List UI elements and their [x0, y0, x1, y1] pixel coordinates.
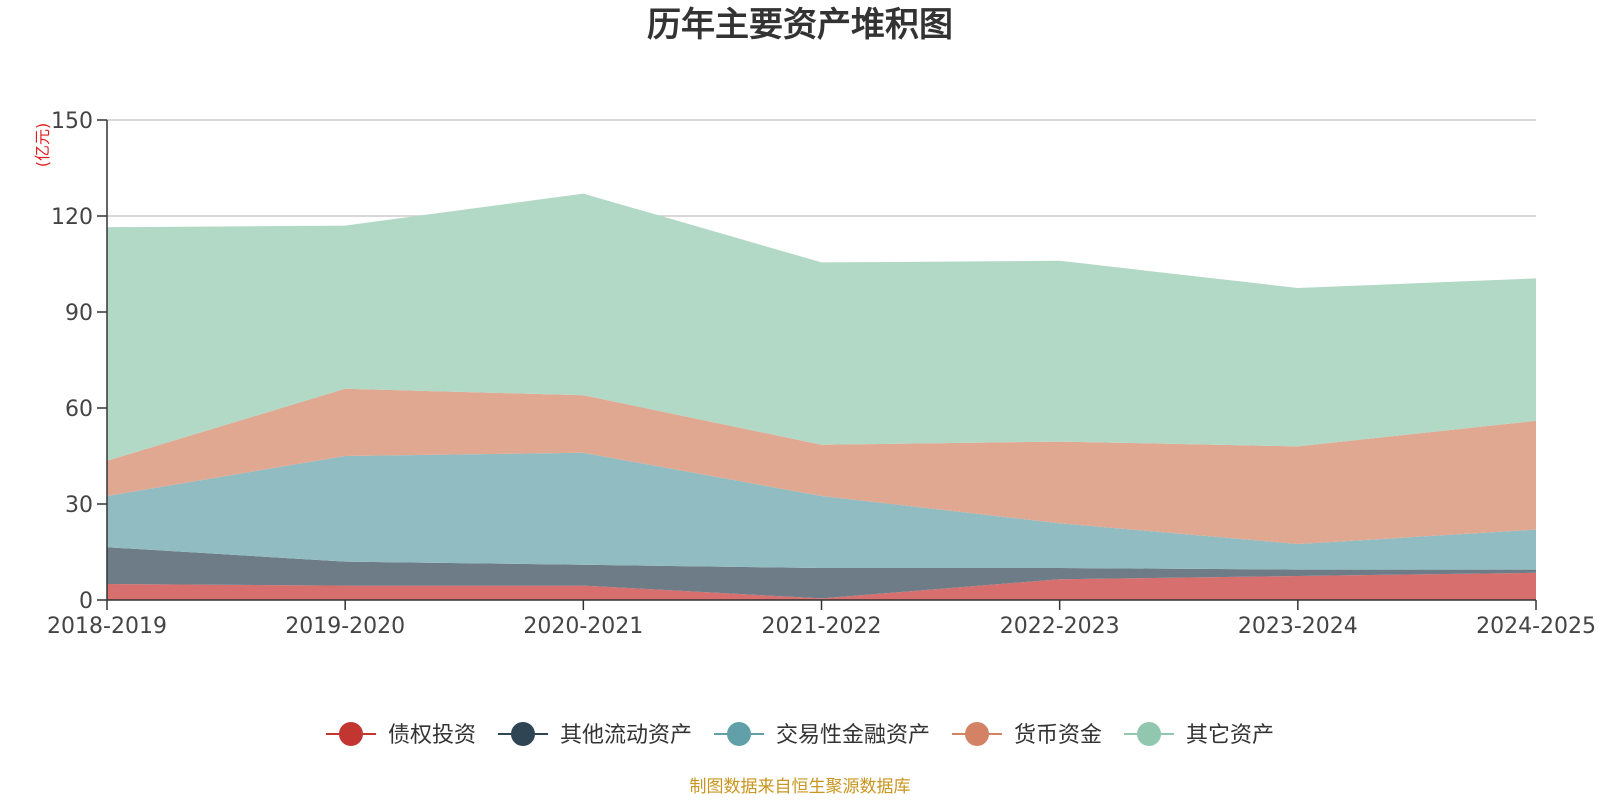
- x-tick-label: 2020-2021: [523, 614, 643, 639]
- legend-item-1[interactable]: 其他流动资产: [497, 722, 692, 748]
- legend-circle-icon: [338, 722, 363, 746]
- legend: 债权投资 其他流动资产 交易性金融资产 货币资金 其它资产: [325, 722, 1274, 748]
- x-tick-label: 2023-2024: [1238, 614, 1358, 639]
- x-tick-label: 2018-2019: [47, 614, 167, 639]
- x-tick-label: 2022-2023: [1000, 614, 1120, 639]
- area-series-3: [107, 388, 1536, 544]
- area-series-1: [107, 547, 1536, 599]
- legend-circle-icon: [510, 722, 535, 746]
- legend-label: 债权投资: [388, 723, 476, 748]
- legend-item-4[interactable]: 其它资产: [1124, 722, 1274, 748]
- legend-label: 其他流动资产: [560, 723, 692, 748]
- legend-circle-icon: [965, 722, 990, 746]
- area-series-0: [107, 572, 1536, 600]
- y-tick-label: 120: [51, 205, 93, 230]
- y-tick-label: 60: [65, 397, 93, 422]
- chart-title: 历年主要资产堆积图: [647, 5, 953, 45]
- x-tick-label: 2024-2025: [1476, 614, 1596, 639]
- y-tick-label: 90: [65, 301, 93, 326]
- y-tick-label: 0: [79, 589, 93, 614]
- y-tick-label: 150: [51, 109, 93, 134]
- y-tick-label: 30: [65, 493, 93, 518]
- legend-item-2[interactable]: 交易性金融资产: [713, 722, 930, 748]
- x-tick-label: 2021-2022: [762, 614, 882, 639]
- area-series: [107, 193, 1536, 600]
- area-series-2: [107, 452, 1536, 570]
- axes: 0 30 60 90 120 150 2018-2019 2019-2020 2020-2021…: [47, 109, 1596, 639]
- legend-circle-icon: [726, 722, 751, 746]
- legend-label: 货币资金: [1014, 723, 1102, 748]
- legend-label: 交易性金融资产: [776, 723, 930, 748]
- area-series-4: [107, 193, 1536, 461]
- x-tick-label: 2019-2020: [285, 614, 405, 639]
- legend-item-0[interactable]: 债权投资: [325, 722, 476, 748]
- legend-circle-icon: [1137, 722, 1162, 746]
- data-source-note: 制图数据来自恒生聚源数据库: [690, 777, 911, 797]
- legend-item-3[interactable]: 货币资金: [952, 722, 1102, 748]
- legend-label: 其它资产: [1186, 723, 1274, 748]
- y-axis-unit-label: (亿元): [33, 123, 52, 168]
